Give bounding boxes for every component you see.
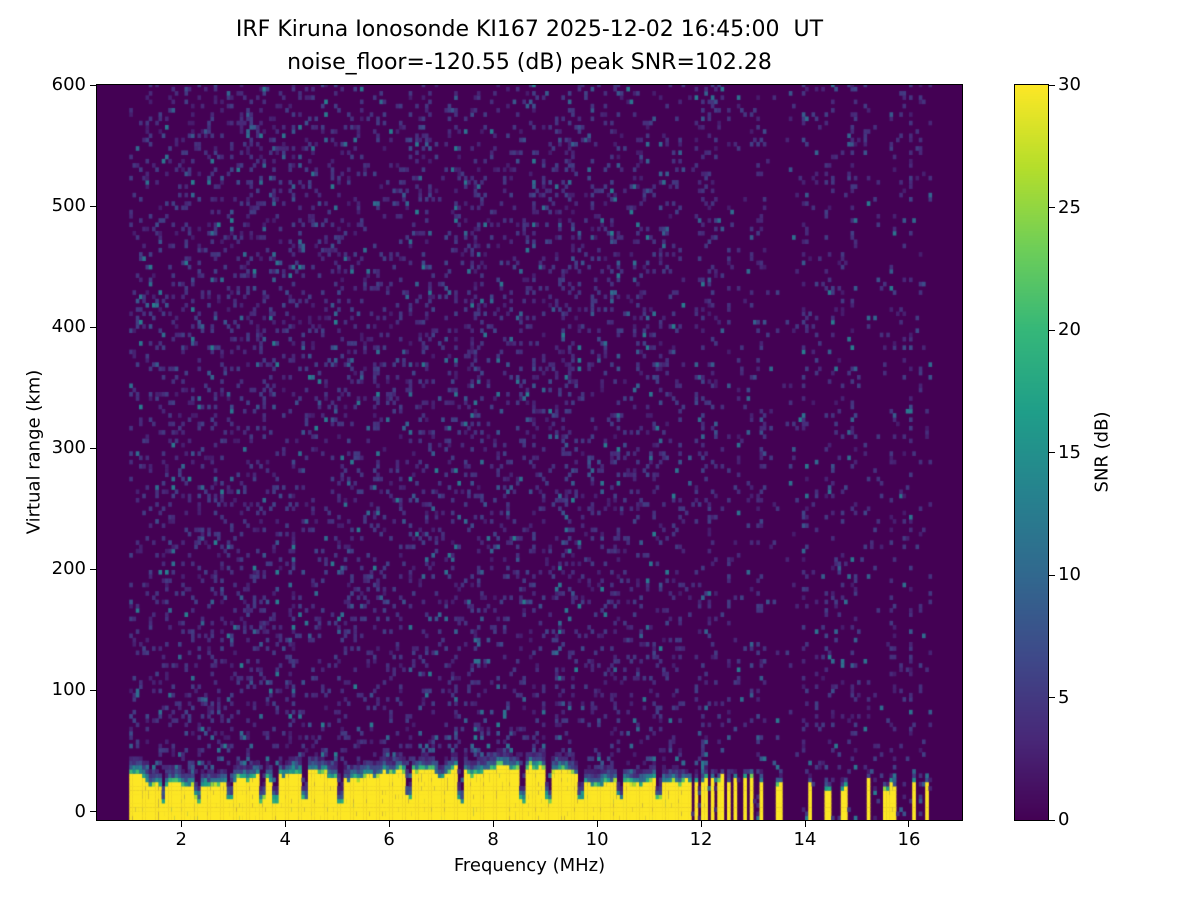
y-tick-label: 500 — [51, 195, 86, 217]
colorbar-tick-mark — [1049, 452, 1055, 453]
y-tick-mark — [90, 447, 96, 449]
y-tick-mark — [90, 811, 96, 813]
colorbar-tick-label: 10 — [1058, 564, 1081, 585]
y-tick-label: 200 — [51, 558, 86, 580]
x-tick-mark — [388, 821, 390, 827]
y-tick-mark — [90, 205, 96, 207]
colorbar-tick-label: 0 — [1058, 809, 1070, 830]
colorbar-tick-label: 30 — [1058, 74, 1081, 95]
y-tick-mark — [90, 84, 96, 86]
x-tick-label: 10 — [585, 829, 609, 850]
colorbar-tick-mark — [1049, 697, 1055, 698]
colorbar-tick-label: 15 — [1058, 441, 1081, 463]
x-tick-label: 2 — [175, 829, 187, 850]
colorbar-tick-label: 5 — [1058, 686, 1070, 708]
y-tick-label: 600 — [51, 74, 86, 95]
x-tick-label: 12 — [689, 829, 713, 850]
colorbar-tick-mark — [1049, 84, 1055, 86]
colorbar-tick-label: 25 — [1058, 196, 1081, 218]
colorbar — [1014, 84, 1049, 821]
x-axis-label: Frequency (MHz) — [453, 855, 606, 876]
y-tick-mark — [90, 326, 96, 328]
chart-subtitle: noise_floor=-120.55 (dB) peak SNR=102.28 — [287, 50, 772, 75]
ionogram-heatmap-canvas — [97, 85, 962, 820]
x-tick-mark — [180, 821, 182, 827]
x-tick-mark — [284, 821, 286, 827]
x-tick-label: 14 — [793, 829, 817, 850]
x-tick-mark — [700, 821, 702, 827]
y-tick-label: 300 — [51, 437, 86, 459]
y-tick-mark — [90, 689, 96, 691]
y-tick-label: 100 — [51, 679, 86, 701]
colorbar-tick-mark — [1049, 207, 1055, 208]
plot-area — [96, 84, 963, 821]
x-tick-mark — [804, 821, 806, 827]
y-tick-mark — [90, 568, 96, 570]
x-tick-label: 6 — [383, 829, 395, 850]
colorbar-tick-label: 20 — [1058, 319, 1081, 340]
colorbar-gradient-canvas — [1015, 85, 1048, 820]
colorbar-tick-mark — [1049, 329, 1055, 331]
x-tick-label: 16 — [897, 829, 921, 850]
y-tick-label: 0 — [74, 800, 86, 822]
colorbar-tick-mark — [1049, 819, 1055, 821]
x-tick-mark — [596, 821, 598, 827]
colorbar-tick-mark — [1049, 574, 1055, 576]
x-tick-mark — [908, 821, 910, 827]
y-tick-label: 400 — [51, 316, 86, 338]
x-tick-label: 8 — [487, 829, 499, 850]
x-tick-mark — [492, 821, 494, 827]
chart-title: IRF Kiruna Ionosonde KI167 2025-12-02 16… — [235, 17, 824, 42]
x-tick-label: 4 — [279, 829, 291, 850]
